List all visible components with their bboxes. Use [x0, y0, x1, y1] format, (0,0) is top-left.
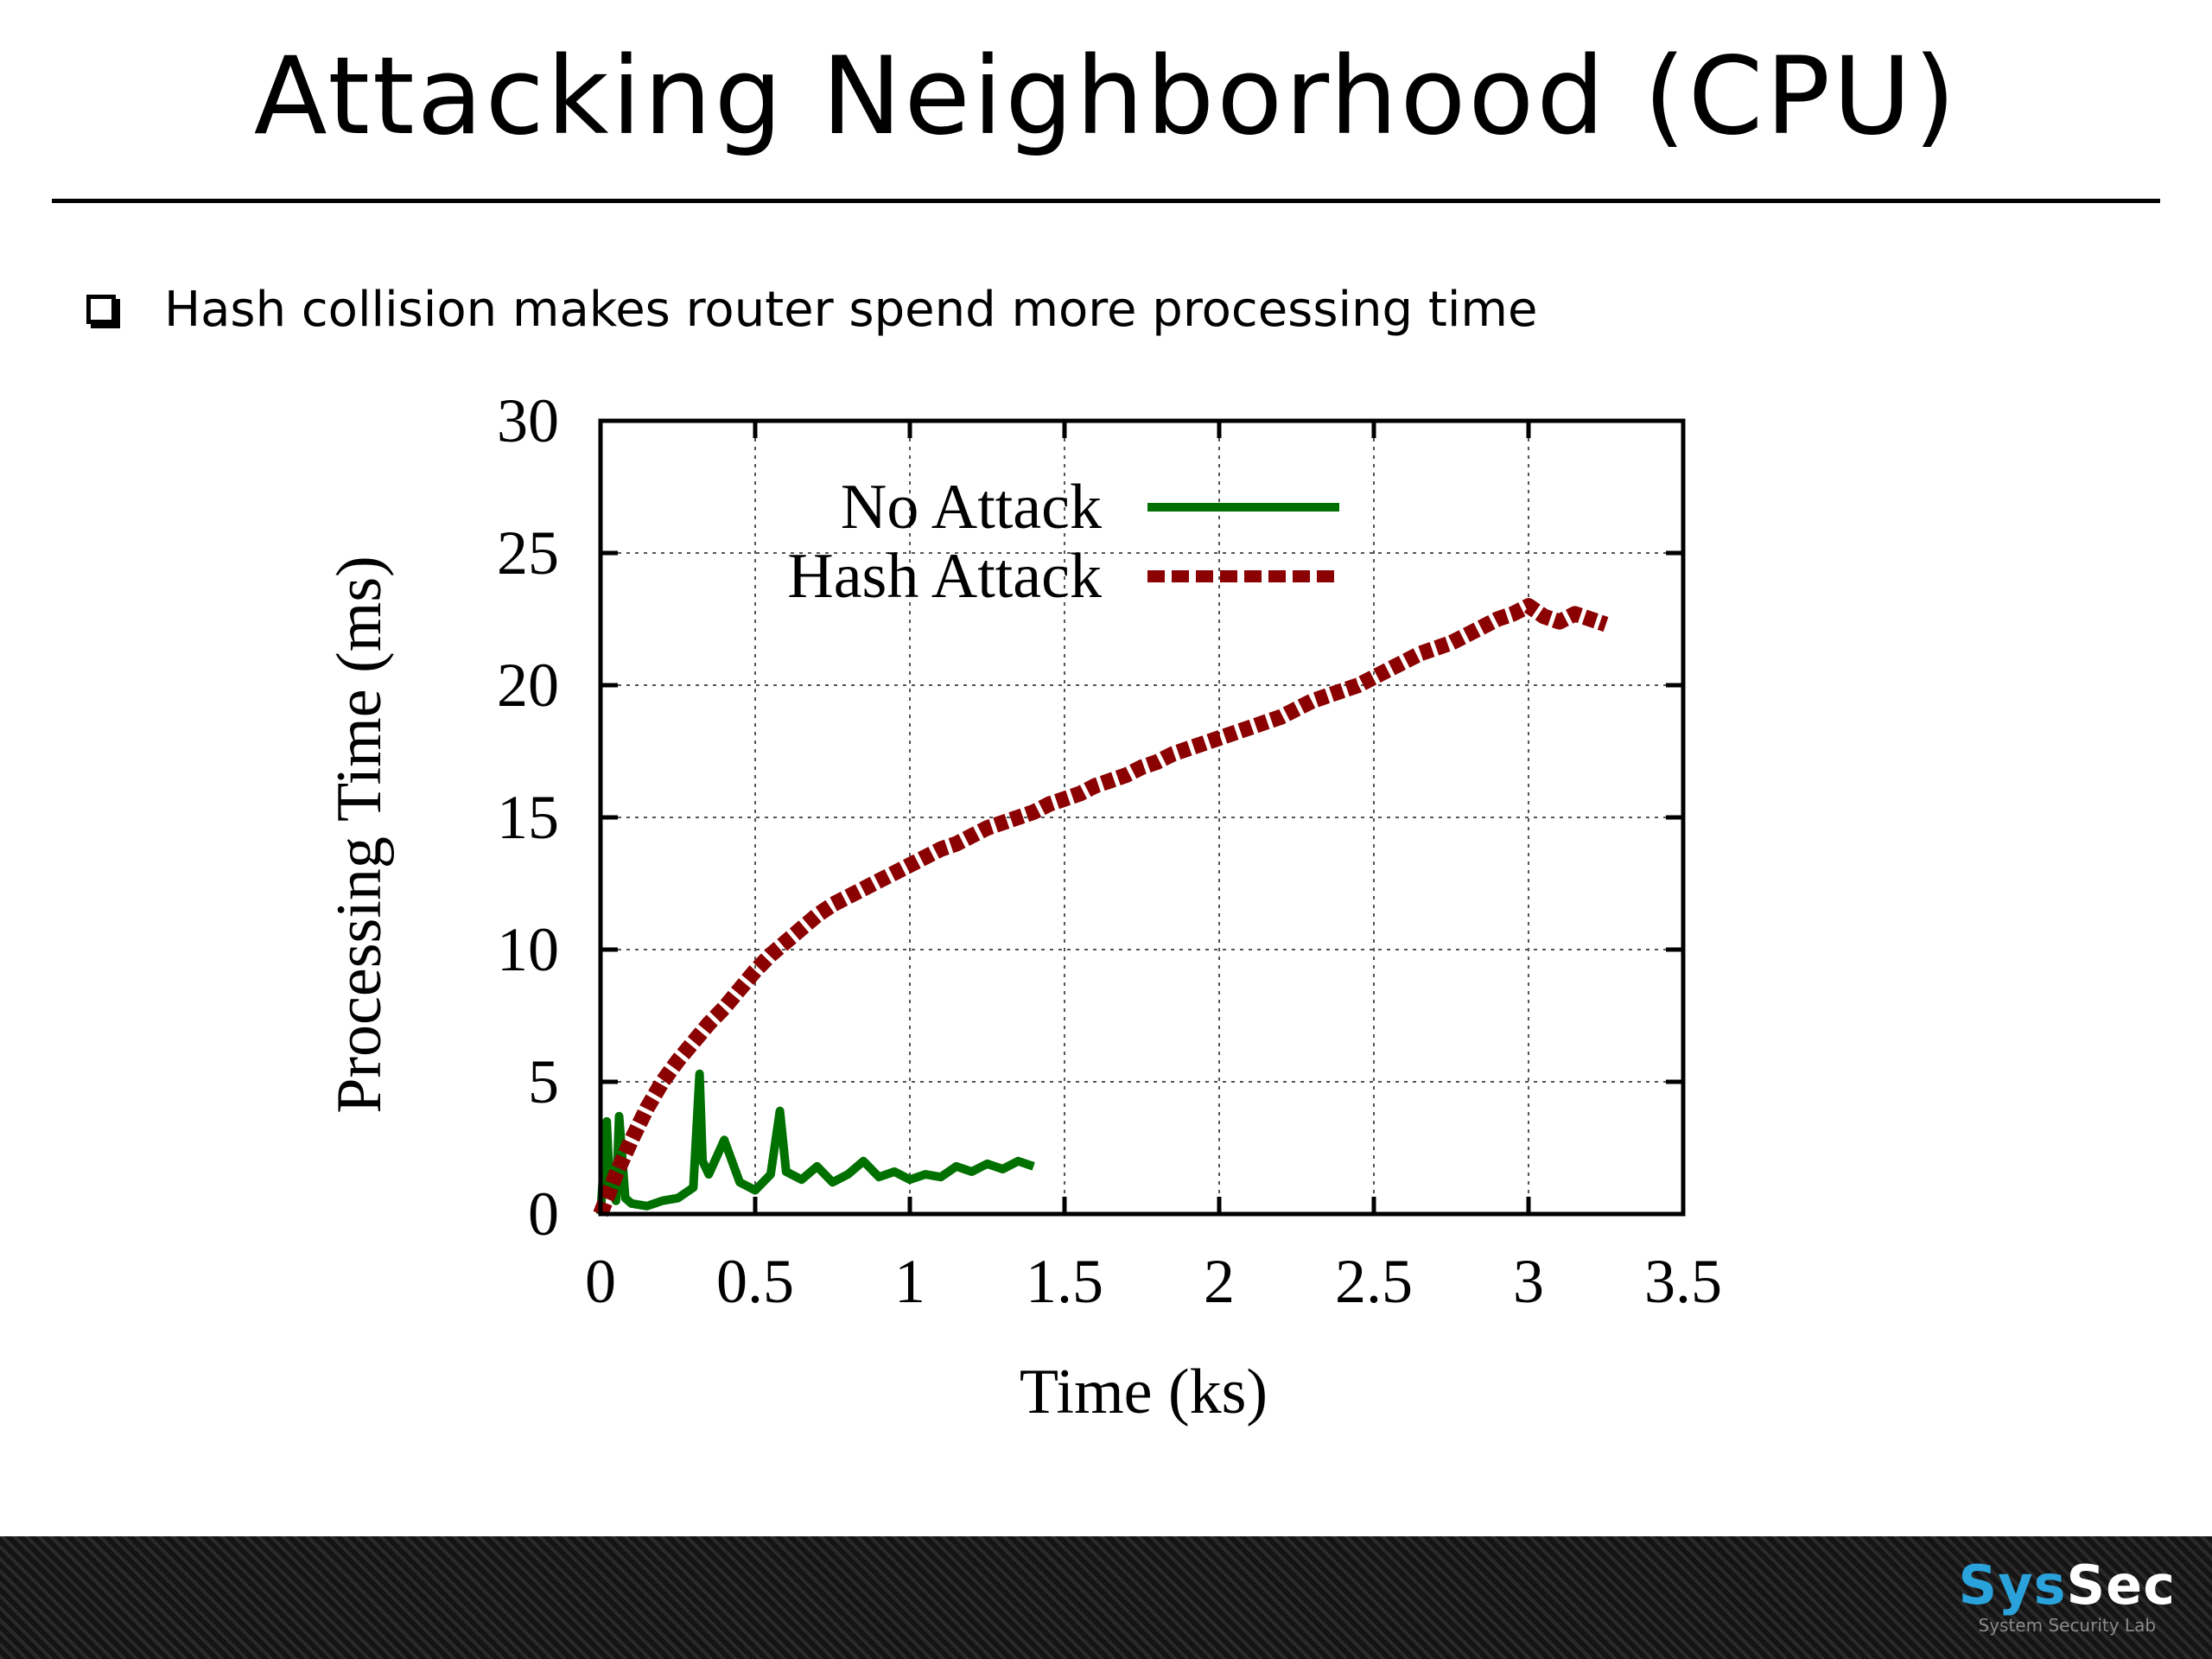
x-tick-label: 0 [585, 1247, 616, 1316]
footer-bar: SysSec System Security Lab [0, 1536, 2212, 1659]
x-axis-label: Time (ks) [1020, 1357, 1268, 1427]
y-tick-label: 5 [528, 1047, 559, 1116]
checkbox-bullet-icon [86, 295, 116, 324]
x-tick-label: 1.5 [1026, 1247, 1103, 1316]
series-line-hash-attack [593, 598, 1609, 1217]
y-tick-label: 10 [497, 915, 559, 984]
bullet-text: Hash collision makes router spend more p… [164, 281, 1538, 338]
y-tick-label: 15 [497, 783, 559, 852]
logo-sys-text: Sys [1958, 1554, 2067, 1617]
x-tick-label: 2 [1204, 1247, 1235, 1316]
data-series [593, 598, 1609, 1217]
series-line-no-attack [596, 1069, 1035, 1215]
plot-frame [598, 418, 1686, 1217]
bullet-point: Hash collision makes router spend more p… [86, 275, 1537, 344]
legend-label-no-attack: No Attack [841, 472, 1102, 543]
x-tick-label: 3 [1513, 1247, 1544, 1316]
tick-labels: 0 5 10 15 20 25 30 0 0.5 1 1.5 2 2.5 3 3.5 [497, 386, 1722, 1316]
grid-lines [601, 421, 1683, 1214]
title-divider [52, 199, 2160, 203]
legend-label-hash-attack: Hash Attack [787, 541, 1102, 612]
y-tick-label: 20 [497, 651, 559, 720]
x-tick-label: 1 [894, 1247, 925, 1316]
slide-title: Attacking Neighborhood (CPU) [253, 35, 1959, 159]
y-tick-label: 25 [497, 518, 559, 588]
x-tick-label: 2.5 [1335, 1247, 1413, 1316]
legend: No Attack Hash Attack [787, 472, 1339, 612]
logo-subtitle: System Security Lab [1978, 1615, 2157, 1636]
syssec-logo: SysSec System Security Lab [1959, 1557, 2176, 1637]
axis-ticks [598, 418, 1686, 1217]
logo-sec-text: Sec [2066, 1554, 2176, 1617]
x-tick-label: 3.5 [1644, 1247, 1722, 1316]
y-tick-label: 0 [528, 1179, 559, 1249]
processing-time-chart: 0 5 10 15 20 25 30 0 0.5 1 1.5 2 2.5 3 3.5 Time (ks) P… [324, 386, 1722, 1427]
y-axis-label: Processing Time (ms) [324, 556, 395, 1114]
y-tick-label: 30 [497, 386, 559, 455]
x-tick-label: 0.5 [716, 1247, 794, 1316]
